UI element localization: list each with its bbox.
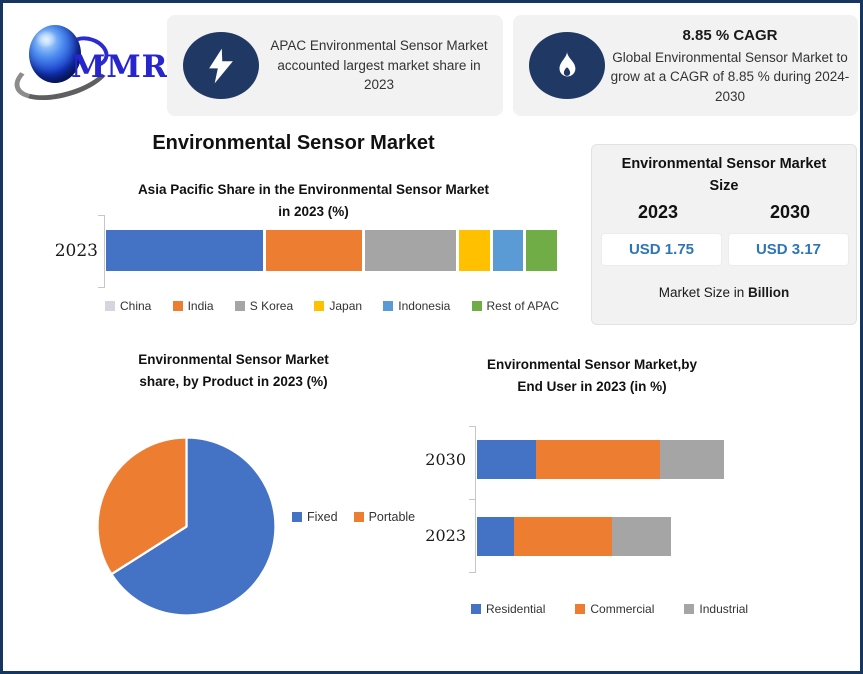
legend-item-indonesia: Indonesia: [383, 299, 450, 313]
bar-segment-industrial-2023: [611, 517, 671, 556]
highlight-card-cagr: 8.85 % CAGR Global Environmental Sensor …: [513, 15, 858, 116]
market-size-title: Environmental Sensor Market Size: [621, 156, 827, 194]
pie-slice-fixed: [110, 436, 277, 617]
highlight-card-apac: APAC Environmental Sensor Market account…: [167, 15, 503, 116]
legend-item-china: China: [105, 299, 151, 313]
enduser-category-2030: 2030: [425, 450, 466, 469]
market-size-panel: Environmental Sensor Market Size 2023 20…: [591, 144, 857, 325]
bar-segment-residential-2023: [477, 517, 514, 556]
legend-label-fixed: Fixed: [307, 510, 338, 524]
apac-category-label: 2023: [54, 241, 98, 261]
legend-item-portable: Portable: [353, 510, 416, 524]
legend-swatch-fixed: [292, 512, 302, 522]
year-2030-label: 2030: [769, 202, 811, 222]
legend-swatch-indonesia: [383, 301, 394, 311]
page-title: Environmental Sensor Market: [152, 132, 435, 154]
enduser-axis-tick-top: [469, 426, 475, 427]
legend-swatch-china: [105, 301, 115, 311]
legend-item-japan: Japan: [314, 299, 362, 313]
legend-item-s-korea: S Korea: [234, 299, 294, 313]
legend-swatch-japan: [314, 301, 325, 311]
legend-label-china: China: [120, 299, 152, 313]
enduser-bar-2030: [477, 440, 758, 479]
apac-chart-title: Asia Pacific Share in the Environmental …: [137, 182, 490, 220]
legend-item-commercial: Commercial: [575, 602, 654, 616]
bar-segment-indonesia: [492, 230, 524, 271]
apac-axis-tick-top: [98, 215, 104, 216]
legend-item-residential: Residential: [471, 602, 545, 616]
legend-swatch-portable: [353, 512, 364, 522]
legend-label-residential: Residential: [486, 602, 546, 616]
bar-segment-china: [106, 230, 263, 271]
legend-label-india: India: [187, 299, 214, 313]
enduser-y-axis: [475, 426, 476, 573]
product-chart-title: Environmental Sensor Market share, by Pr…: [138, 352, 329, 390]
cagr-title: 8.85 % CAGR: [682, 26, 778, 44]
legend-swatch-india: [172, 301, 183, 311]
pie-slice-portable: [96, 436, 188, 576]
flame-icon: [529, 32, 605, 99]
legend-label-rest-of-apac: Rest of APAC: [486, 299, 559, 313]
legend-label-portable: Portable: [368, 510, 416, 524]
legend-swatch-residential: [471, 604, 481, 614]
enduser-axis-tick-mid: [469, 499, 475, 500]
bar-segment-japan: [459, 230, 490, 271]
market-size-footnote: Market Size in Billion: [658, 285, 790, 300]
bar-segment-industrial-2030: [659, 440, 725, 479]
logo-text: MMR: [71, 49, 169, 85]
brand-logo: MMR: [8, 13, 170, 110]
legend-swatch-commercial: [575, 604, 586, 614]
year-2023-label: 2023: [637, 202, 679, 222]
legend-label-s-korea: S Korea: [249, 299, 294, 313]
enduser-axis-tick-bottom: [469, 572, 475, 573]
apac-axis-tick-bottom: [98, 287, 104, 288]
apac-y-axis: [104, 215, 105, 288]
bar-segment-residential-2030: [477, 440, 536, 479]
legend-swatch-industrial: [684, 604, 695, 614]
legend-label-japan: Japan: [329, 299, 363, 313]
legend-label-indonesia: Indonesia: [398, 299, 451, 313]
apac-legend: China India S Korea Japan Indonesia Rest of A…: [105, 299, 559, 313]
bar-segment-s-korea: [364, 230, 457, 271]
lightning-icon: [183, 32, 259, 99]
legend-label-commercial: Commercial: [590, 602, 655, 616]
market-size-value-2023: USD 1.75: [602, 234, 721, 265]
legend-item-rest-of-apac: Rest of APAC: [471, 299, 559, 313]
apac-stacked-bar: [106, 230, 557, 271]
bar-segment-commercial-2023: [513, 517, 612, 556]
market-size-value-2030: USD 3.17: [729, 234, 848, 265]
legend-item-fixed: Fixed: [292, 510, 338, 524]
product-legend: Fixed Portable: [292, 510, 415, 524]
enduser-chart-title: Environmental Sensor Market,by End User …: [486, 357, 698, 395]
legend-label-industrial: Industrial: [699, 602, 749, 616]
legend-item-industrial: Industrial: [684, 602, 748, 616]
bar-segment-commercial-2030: [536, 440, 660, 479]
enduser-legend: Residential Commercial Industrial: [471, 602, 748, 616]
market-size-years: 2023 2030: [592, 202, 856, 223]
bar-segment-india: [265, 230, 362, 271]
bar-segment-rest-of-apac: [526, 230, 557, 271]
legend-swatch-s-korea: [234, 301, 245, 311]
highlight-apac-text: APAC Environmental Sensor Market account…: [270, 38, 488, 93]
legend-swatch-rest-of-apac: [471, 301, 482, 311]
enduser-category-2023: 2023: [425, 526, 466, 545]
legend-item-india: India: [172, 299, 214, 313]
product-pie-chart: [96, 436, 277, 617]
cagr-text: Global Environmental Sensor Market to gr…: [610, 49, 850, 104]
globe-icon: [29, 25, 81, 83]
enduser-bar-2023: [477, 517, 758, 556]
